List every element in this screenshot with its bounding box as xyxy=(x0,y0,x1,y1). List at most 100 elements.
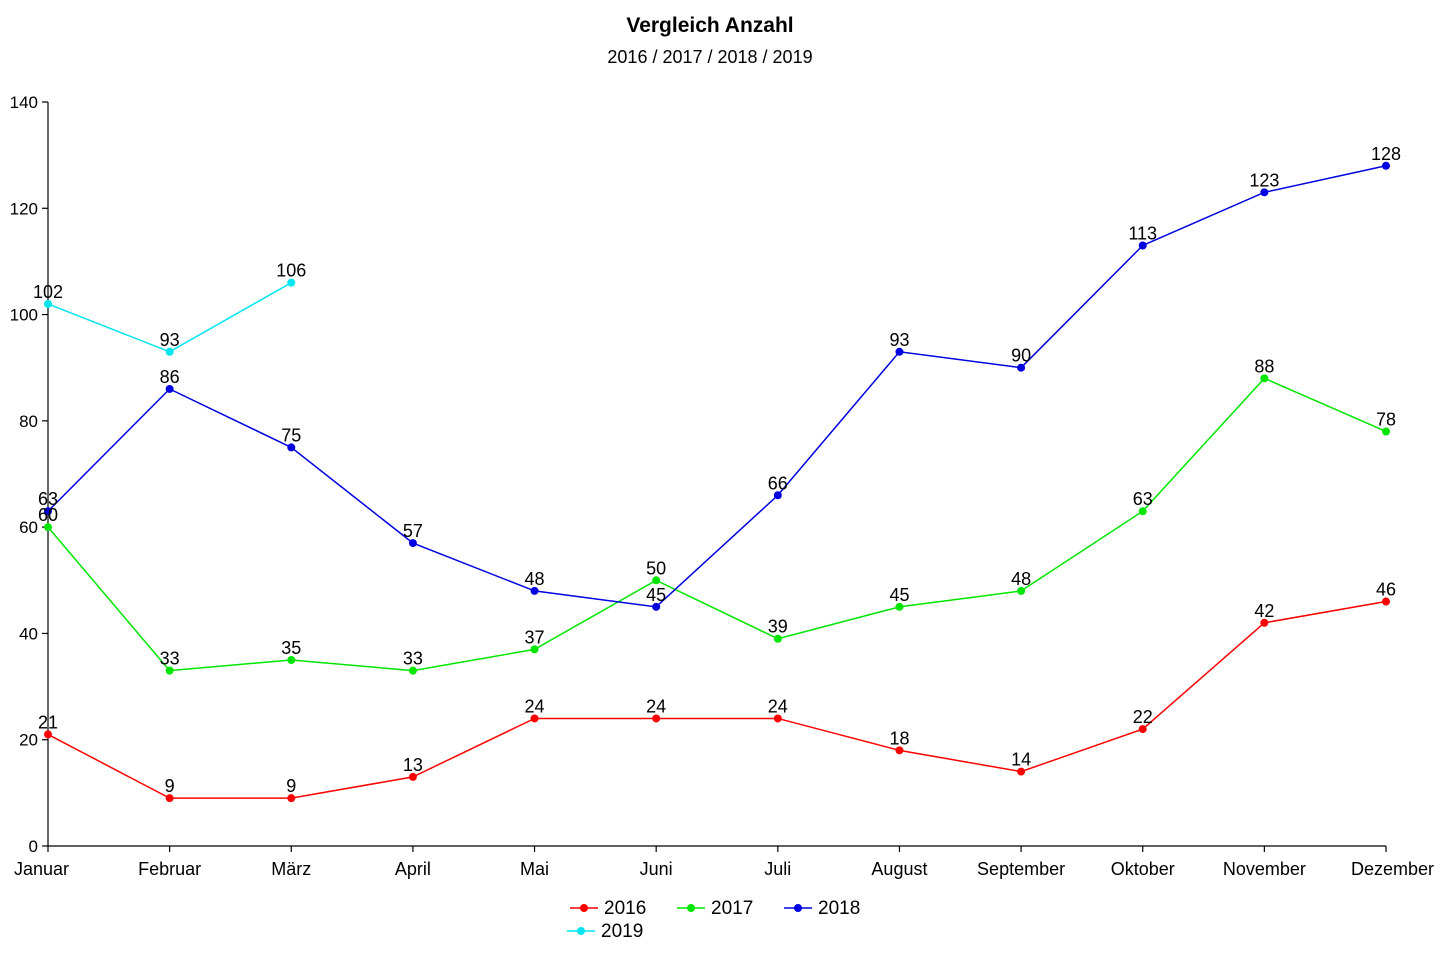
data-point xyxy=(408,666,417,675)
data-label: 88 xyxy=(1254,356,1274,376)
data-point xyxy=(1017,767,1026,776)
data-point xyxy=(287,443,296,452)
data-label: 63 xyxy=(38,489,58,509)
series-2018 xyxy=(44,161,1390,611)
y-tick-label: 80 xyxy=(19,412,38,431)
x-tick-label: August xyxy=(871,859,927,879)
data-label: 14 xyxy=(1011,750,1031,770)
data-label: 24 xyxy=(768,696,788,716)
legend-item-2018: 2018 xyxy=(784,898,860,919)
data-point xyxy=(652,576,661,585)
data-label: 42 xyxy=(1254,601,1274,621)
data-label: 113 xyxy=(1128,223,1157,243)
data-point xyxy=(1382,427,1390,436)
series-line-2018 xyxy=(47,165,1387,608)
series-layer xyxy=(44,161,1390,803)
x-tick-label: Januar xyxy=(14,859,69,879)
data-point xyxy=(530,714,539,723)
data-point xyxy=(1260,618,1269,627)
data-point xyxy=(165,384,174,393)
data-label: 9 xyxy=(165,776,175,796)
x-tick-label: Mai xyxy=(520,859,549,879)
series-line-2016 xyxy=(47,600,1387,799)
x-tick-label: September xyxy=(977,859,1065,879)
data-label: 13 xyxy=(403,755,423,775)
data-point xyxy=(165,347,174,356)
data-label: 106 xyxy=(276,261,306,281)
data-label: 9 xyxy=(286,776,296,796)
x-tick-label: März xyxy=(271,859,311,879)
data-point xyxy=(1382,161,1390,170)
series-2016 xyxy=(44,597,1390,803)
data-point xyxy=(408,772,417,781)
data-label: 21 xyxy=(38,712,58,732)
legend-item-2019: 2019 xyxy=(567,921,643,942)
data-label: 93 xyxy=(160,330,180,350)
data-label: 50 xyxy=(646,558,666,578)
x-tick-label: Juli xyxy=(764,859,791,879)
data-label: 46 xyxy=(1376,580,1396,600)
data-label: 35 xyxy=(281,638,301,658)
series-2017 xyxy=(44,374,1390,675)
y-tick-label: 40 xyxy=(19,624,38,643)
data-label: 75 xyxy=(281,425,301,445)
data-label: 24 xyxy=(646,696,666,716)
data-label: 37 xyxy=(525,627,545,647)
legend-swatch-marker xyxy=(577,927,585,935)
data-label: 78 xyxy=(1376,409,1396,429)
legend: 2016 2017 2018 2019 xyxy=(567,898,860,942)
series-2019 xyxy=(44,278,296,356)
series-line-2017 xyxy=(47,377,1387,672)
legend-swatch-marker xyxy=(580,904,588,912)
legend-label: 2019 xyxy=(601,921,643,942)
data-label: 90 xyxy=(1011,346,1031,366)
data-point xyxy=(895,347,904,356)
y-tick-label: 120 xyxy=(10,199,38,218)
data-point xyxy=(408,539,417,548)
data-label: 128 xyxy=(1371,144,1401,164)
x-tick-label: Juni xyxy=(640,859,673,879)
data-point xyxy=(895,746,904,755)
data-label: 22 xyxy=(1133,707,1153,727)
data-label: 48 xyxy=(525,569,545,589)
data-label: 18 xyxy=(889,728,909,748)
legend-label: 2016 xyxy=(604,898,646,919)
data-label: 33 xyxy=(160,649,180,669)
data-point xyxy=(165,666,174,675)
data-label: 93 xyxy=(889,330,909,350)
data-point xyxy=(652,602,661,611)
x-tick-label: Oktober xyxy=(1111,859,1175,879)
data-point xyxy=(895,602,904,611)
data-point xyxy=(773,491,782,500)
data-point xyxy=(652,714,661,723)
data-point xyxy=(1138,241,1147,250)
data-label: 39 xyxy=(768,617,788,637)
data-label: 57 xyxy=(403,521,423,541)
data-point xyxy=(1138,507,1147,516)
data-point xyxy=(1260,374,1269,383)
data-label: 102 xyxy=(33,282,63,302)
legend-label: 2018 xyxy=(818,898,860,919)
x-tick-label: Februar xyxy=(138,859,201,879)
data-label: 45 xyxy=(646,585,666,605)
data-point xyxy=(1017,586,1026,595)
y-tick-label: 100 xyxy=(10,306,38,325)
data-label: 48 xyxy=(1011,569,1031,589)
data-point xyxy=(44,523,52,532)
chart-subtitle: 2016 / 2017 / 2018 / 2019 xyxy=(607,47,813,67)
data-point xyxy=(165,794,174,803)
data-label: 123 xyxy=(1249,170,1279,190)
data-point xyxy=(1382,597,1390,606)
data-label: 60 xyxy=(38,505,58,525)
legend-item-2016: 2016 xyxy=(570,898,646,919)
y-tick-label: 0 xyxy=(29,837,38,856)
data-point xyxy=(44,507,52,516)
data-point xyxy=(530,586,539,595)
data-point xyxy=(44,299,52,308)
data-label: 24 xyxy=(525,696,545,716)
data-point xyxy=(287,278,296,287)
legend-swatch-marker xyxy=(794,904,802,912)
data-label: 86 xyxy=(160,367,180,387)
legend-swatch-marker xyxy=(687,904,695,912)
